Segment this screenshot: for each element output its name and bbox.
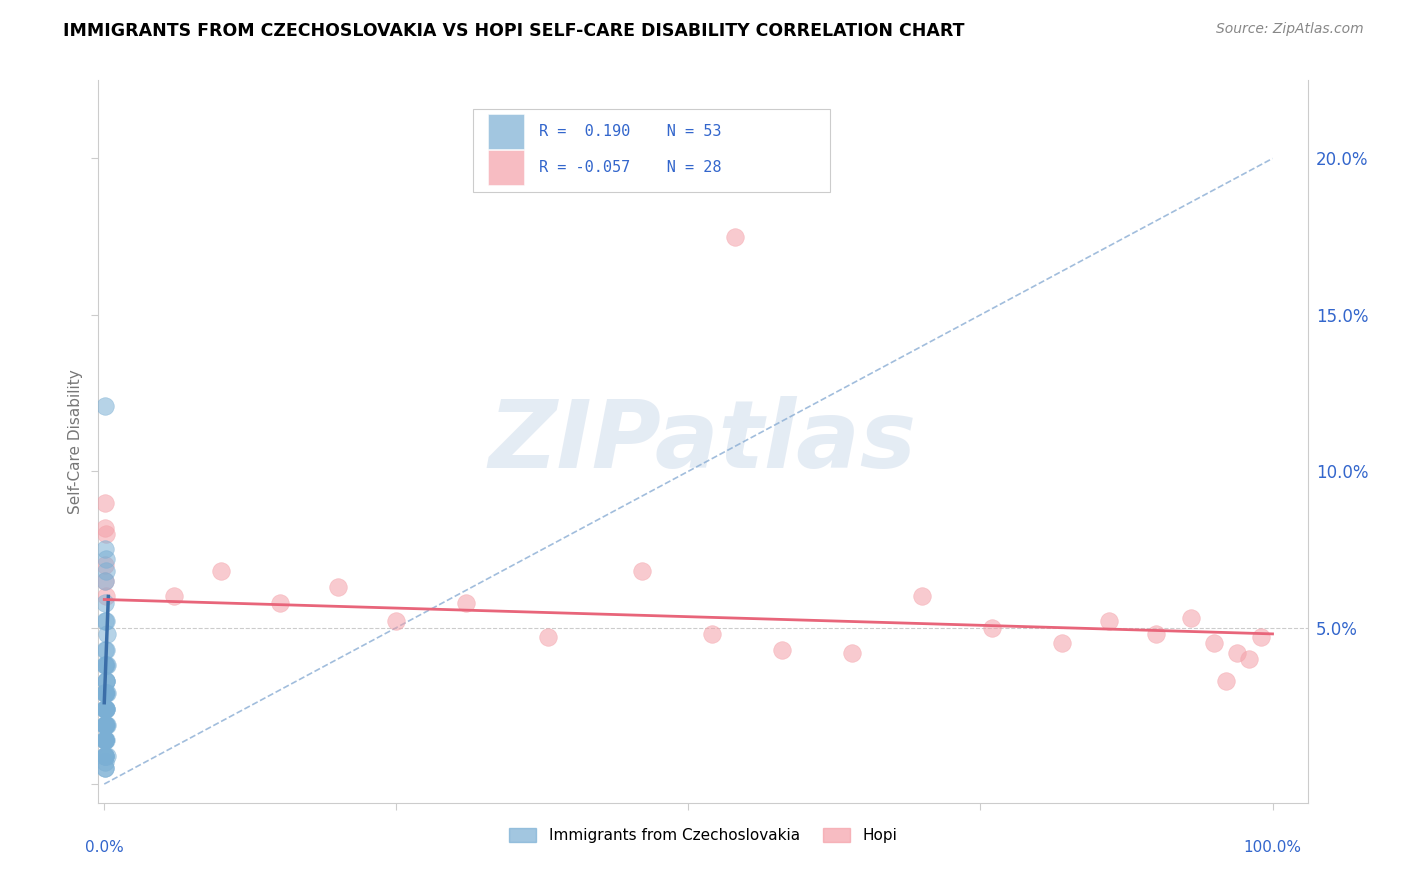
Point	[1180, 611, 1202, 625]
Point	[94, 658, 117, 673]
Point	[96, 686, 118, 700]
Point	[1215, 673, 1237, 688]
Point	[94, 748, 117, 763]
Point	[93, 748, 115, 763]
Point	[94, 526, 117, 541]
Point	[537, 630, 560, 644]
Point	[94, 686, 117, 700]
Point	[1250, 630, 1272, 644]
Point	[981, 621, 1004, 635]
Text: R =  0.190    N = 53: R = 0.190 N = 53	[538, 124, 721, 139]
Point	[96, 658, 118, 673]
Point	[94, 702, 117, 716]
Point	[94, 717, 117, 731]
Point	[96, 717, 118, 731]
Legend: Immigrants from Czechoslovakia, Hopi: Immigrants from Czechoslovakia, Hopi	[503, 822, 903, 849]
Point	[94, 495, 117, 509]
Point	[700, 627, 723, 641]
Bar	[488, 151, 524, 185]
Point	[94, 565, 117, 579]
Point	[163, 590, 186, 604]
Point	[1204, 636, 1226, 650]
Bar	[488, 114, 524, 149]
Point	[94, 686, 117, 700]
Point	[94, 755, 117, 769]
Point	[94, 733, 117, 747]
Point	[94, 702, 117, 716]
Point	[94, 673, 117, 688]
Text: 0.0%: 0.0%	[84, 840, 124, 855]
Point	[94, 702, 117, 716]
Point	[94, 717, 117, 731]
Point	[96, 615, 118, 629]
Point	[1144, 627, 1167, 641]
Point	[94, 733, 117, 747]
Point	[630, 565, 652, 579]
Point	[94, 748, 117, 763]
Point	[94, 658, 117, 673]
Point	[94, 733, 117, 747]
Point	[94, 558, 117, 573]
Point	[94, 702, 117, 716]
Point	[94, 520, 117, 534]
Point	[94, 686, 117, 700]
Point	[724, 229, 747, 244]
FancyBboxPatch shape	[474, 109, 830, 193]
Point	[94, 717, 117, 731]
Point	[94, 551, 117, 566]
Point	[209, 565, 232, 579]
Point	[93, 761, 115, 775]
Point	[385, 615, 408, 629]
Point	[1237, 652, 1260, 666]
Point	[1226, 646, 1249, 660]
Point	[456, 596, 478, 610]
Point	[94, 702, 117, 716]
Point	[94, 748, 117, 763]
Point	[94, 673, 117, 688]
Point	[94, 658, 117, 673]
Point	[94, 702, 117, 716]
Point	[94, 574, 117, 588]
Point	[94, 590, 117, 604]
Text: 100.0%: 100.0%	[1243, 840, 1302, 855]
Point	[96, 748, 118, 763]
Point	[94, 686, 117, 700]
Point	[1098, 615, 1121, 629]
Point	[94, 717, 117, 731]
Point	[911, 590, 934, 604]
Point	[94, 686, 117, 700]
Text: Source: ZipAtlas.com: Source: ZipAtlas.com	[1216, 22, 1364, 37]
Point	[94, 702, 117, 716]
Point	[269, 596, 291, 610]
Point	[94, 615, 117, 629]
Point	[94, 399, 117, 413]
Y-axis label: Self-Care Disability: Self-Care Disability	[67, 369, 83, 514]
Point	[94, 673, 117, 688]
Point	[94, 733, 117, 747]
Point	[94, 574, 117, 588]
Point	[94, 642, 117, 657]
Text: R = -0.057    N = 28: R = -0.057 N = 28	[538, 161, 721, 175]
Point	[93, 733, 115, 747]
Point	[326, 580, 349, 594]
Point	[94, 733, 117, 747]
Text: IMMIGRANTS FROM CZECHOSLOVAKIA VS HOPI SELF-CARE DISABILITY CORRELATION CHART: IMMIGRANTS FROM CZECHOSLOVAKIA VS HOPI S…	[63, 22, 965, 40]
Point	[94, 686, 117, 700]
Point	[94, 596, 117, 610]
Text: ZIPatlas: ZIPatlas	[489, 395, 917, 488]
Point	[841, 646, 863, 660]
Point	[1052, 636, 1074, 650]
Point	[94, 542, 117, 557]
Point	[770, 642, 793, 657]
Point	[96, 717, 118, 731]
Point	[94, 717, 117, 731]
Point	[96, 627, 118, 641]
Point	[94, 761, 117, 775]
Point	[96, 642, 118, 657]
